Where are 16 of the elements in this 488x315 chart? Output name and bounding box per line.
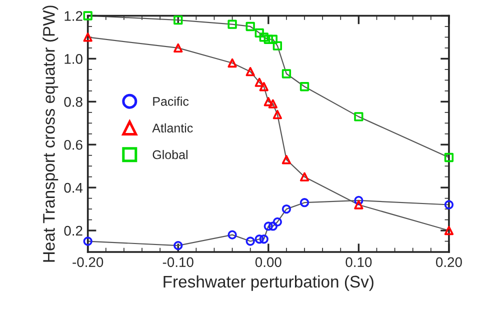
y-tick-label: 0.8 [64,96,82,107]
y-tick-label: 1.0 [64,54,82,64]
x-tick-label: 0.20 [436,257,462,268]
y-tick-label: 0.2 [64,226,82,236]
x-tick-label: 0.00 [255,257,282,268]
y-axis-title: Heat Transport cross equator (PW) [42,6,58,262]
y-tick-label: 1.2 [64,11,82,21]
y-tick-label: 0.6 [64,140,82,150]
legend-label: Atlantic [152,123,193,133]
x-axis-title: Freshwater perturbation (Sv) [164,275,374,291]
x-tick-label: -0.20 [72,257,104,268]
x-tick-label: -0.10 [162,257,194,268]
legend-label: Pacific [153,96,189,106]
x-tick-label: 0.10 [346,257,372,268]
y-tick-label: 0.4 [64,182,83,193]
legend-label: Global [152,150,188,160]
